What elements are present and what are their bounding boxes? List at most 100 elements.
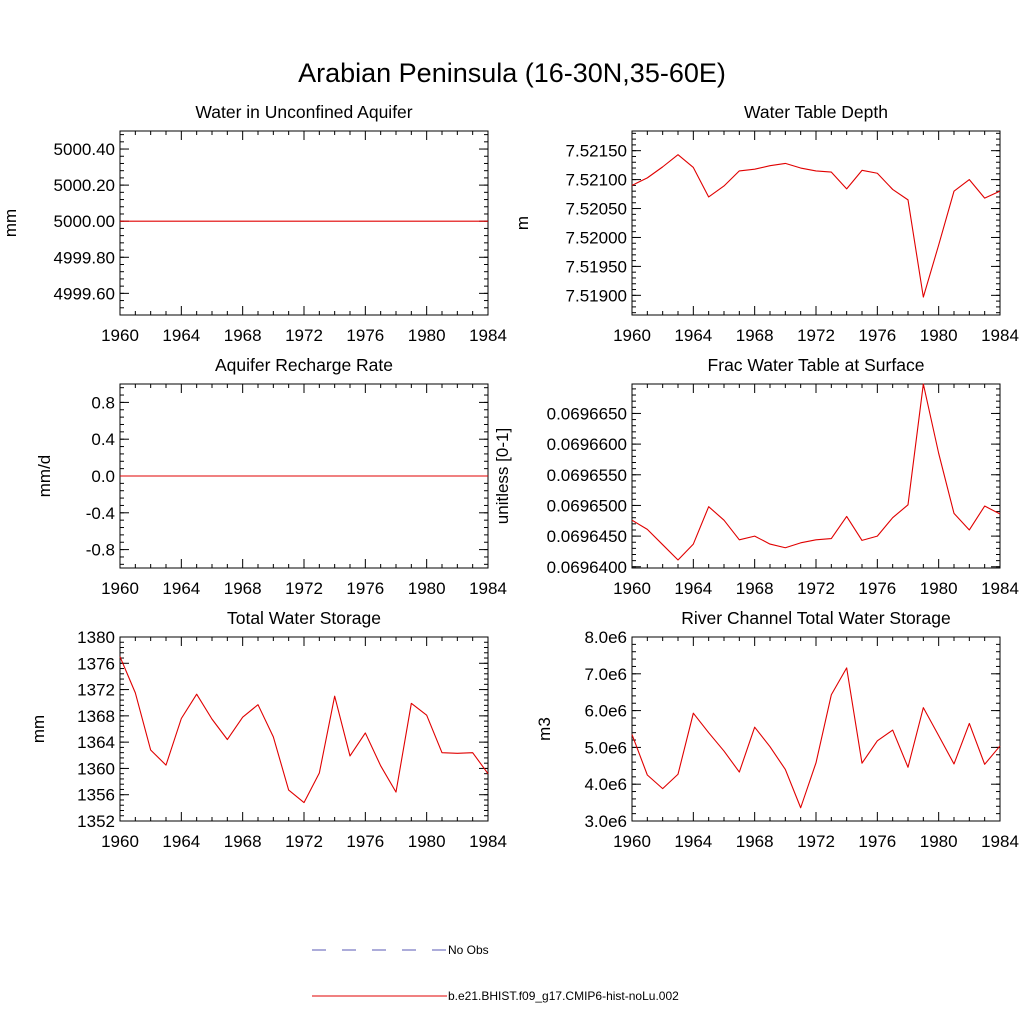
x-tick-label: 1960 — [613, 579, 651, 598]
x-tick-label: 1976 — [858, 326, 896, 345]
x-tick-label: 1980 — [408, 832, 446, 851]
y-tick-label: 0.0696500 — [547, 496, 627, 515]
x-tick-label: 1976 — [858, 579, 896, 598]
y-tick-label: 7.52000 — [566, 228, 627, 247]
legend: No Obs b.e21.BHIST.f09_g17.CMIP6-hist-no… — [312, 943, 679, 1003]
x-tick-label: 1964 — [674, 326, 712, 345]
x-tick-label: 1980 — [408, 579, 446, 598]
panel-title: Water Table Depth — [744, 102, 888, 122]
y-tick-label: 7.52100 — [566, 171, 627, 190]
y-tick-label: 7.51950 — [566, 257, 627, 276]
x-tick-label: 1980 — [920, 579, 958, 598]
x-tick-label: 1968 — [736, 326, 774, 345]
y-tick-label: 8.0e6 — [584, 628, 627, 647]
x-tick-label: 1984 — [469, 832, 507, 851]
x-tick-label: 1980 — [920, 832, 958, 851]
x-tick-label: 1960 — [101, 832, 139, 851]
panel-title: Total Water Storage — [227, 608, 381, 628]
x-tick-label: 1968 — [736, 832, 774, 851]
panel-title: River Channel Total Water Storage — [681, 608, 950, 628]
x-tick-label: 1960 — [613, 832, 651, 851]
x-tick-label: 1964 — [674, 832, 712, 851]
x-tick-label: 1976 — [346, 832, 384, 851]
y-tick-label: 0.4 — [91, 430, 115, 449]
x-tick-label: 1964 — [162, 832, 200, 851]
x-tick-label: 1968 — [224, 326, 262, 345]
x-tick-label: 1972 — [285, 326, 323, 345]
x-tick-label: 1964 — [674, 579, 712, 598]
x-tick-label: 1976 — [346, 579, 384, 598]
y-tick-label: 0.0696650 — [547, 404, 627, 423]
panel-title: Aquifer Recharge Rate — [215, 355, 393, 375]
y-tick-label: 1352 — [77, 812, 115, 831]
x-tick-label: 1984 — [981, 326, 1019, 345]
y-tick-label: 1372 — [77, 681, 115, 700]
x-tick-label: 1972 — [285, 579, 323, 598]
panel-title: Water in Unconfined Aquifer — [195, 102, 412, 122]
y-tick-label: 1380 — [77, 628, 115, 647]
x-tick-label: 1984 — [469, 579, 507, 598]
x-tick-label: 1984 — [981, 832, 1019, 851]
y-tick-label: 1360 — [77, 759, 115, 778]
y-tick-label: -0.8 — [86, 541, 115, 560]
y-tick-label: -0.4 — [86, 504, 115, 523]
y-tick-label: 0.0696400 — [547, 558, 627, 577]
y-axis-label: mm/d — [35, 455, 54, 498]
x-tick-label: 1968 — [736, 579, 774, 598]
x-tick-label: 1972 — [797, 579, 835, 598]
series-line-model — [632, 384, 1000, 560]
y-tick-label: 7.52150 — [566, 142, 627, 161]
x-tick-label: 1980 — [920, 326, 958, 345]
legend-entry-no-obs: No Obs — [312, 943, 489, 957]
y-tick-label: 7.51900 — [566, 286, 627, 305]
y-tick-label: 4999.80 — [54, 248, 115, 267]
y-tick-label: 5000.00 — [54, 212, 115, 231]
legend-entry-model: b.e21.BHIST.f09_g17.CMIP6-hist-noLu.002 — [312, 989, 679, 1003]
legend-label-no-obs: No Obs — [448, 943, 489, 957]
x-tick-label: 1984 — [469, 326, 507, 345]
x-tick-label: 1968 — [224, 579, 262, 598]
y-tick-label: 1356 — [77, 786, 115, 805]
series-line-model — [632, 155, 1000, 297]
chart-panel-6: River Channel Total Water Storage 1960 196… — [535, 608, 1019, 851]
panel-title: Frac Water Table at Surface — [708, 355, 925, 375]
x-tick-label: 1976 — [346, 326, 384, 345]
x-tick-label: 1972 — [797, 326, 835, 345]
y-tick-label: 5.0e6 — [584, 738, 627, 757]
x-tick-label: 1960 — [101, 326, 139, 345]
chart-panel-1: Water in Unconfined Aquifer 1960 1964 1968 1… — [1, 102, 507, 345]
x-tick-label: 1976 — [858, 832, 896, 851]
y-tick-label: 0.0696600 — [547, 435, 627, 454]
x-tick-label: 1964 — [162, 326, 200, 345]
y-tick-label: 4.0e6 — [584, 775, 627, 794]
x-tick-label: 1968 — [224, 832, 262, 851]
series-line-model — [632, 668, 1000, 808]
x-tick-label: 1984 — [981, 579, 1019, 598]
x-tick-label: 1972 — [797, 832, 835, 851]
y-tick-label: 1376 — [77, 654, 115, 673]
y-tick-label: 5000.20 — [54, 176, 115, 195]
y-tick-label: 1364 — [77, 733, 115, 752]
y-axis-label: m — [513, 216, 532, 230]
series-line-model — [120, 657, 488, 803]
x-tick-label: 1964 — [162, 579, 200, 598]
y-tick-label: 6.0e6 — [584, 702, 627, 721]
y-axis-label: mm — [1, 209, 20, 237]
y-tick-label: 1368 — [77, 707, 115, 726]
figure-title: Arabian Peninsula (16-30N,35-60E) — [298, 58, 726, 88]
plot-frame — [120, 131, 488, 315]
y-axis-label: unitless [0-1] — [493, 428, 512, 524]
legend-label-model: b.e21.BHIST.f09_g17.CMIP6-hist-noLu.002 — [448, 989, 679, 1003]
y-tick-label: 5000.40 — [54, 140, 115, 159]
y-tick-label: 0.8 — [91, 393, 115, 412]
y-axis-label: mm — [29, 715, 48, 743]
x-tick-label: 1980 — [408, 326, 446, 345]
panels: Water in Unconfined Aquifer 1960 1964 1968 1… — [1, 102, 1019, 851]
x-tick-label: 1972 — [285, 832, 323, 851]
y-tick-label: 0.0 — [91, 467, 115, 486]
x-tick-label: 1960 — [613, 326, 651, 345]
y-tick-label: 7.52050 — [566, 200, 627, 219]
